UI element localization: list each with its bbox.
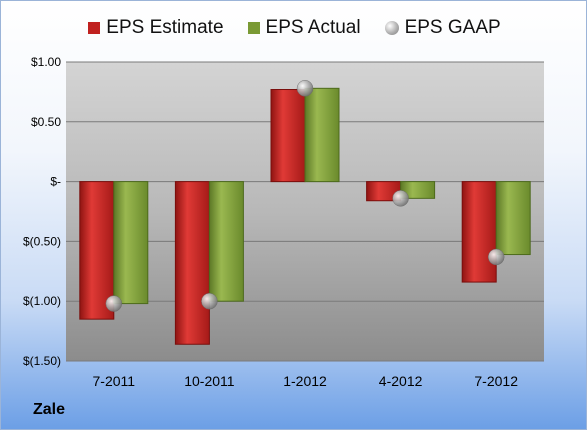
eps-estimate-bar xyxy=(270,89,306,183)
y-tick-label: $(1.00) xyxy=(23,294,61,308)
legend-item-actual: EPS Actual xyxy=(247,17,361,39)
y-tick-label: $1.00 xyxy=(31,55,61,69)
x-category-label: 7-2012 xyxy=(474,373,518,389)
eps-actual-bar xyxy=(400,181,436,199)
legend-marker-gaap xyxy=(384,21,399,35)
eps-actual-bar xyxy=(304,87,340,183)
company-name: Zale xyxy=(33,401,66,418)
legend-label-actual: EPS Actual xyxy=(265,17,361,38)
eps-actual-bar xyxy=(495,181,531,256)
x-category-label: 4-2012 xyxy=(379,373,423,389)
legend-item-gaap: EPS GAAP xyxy=(384,17,501,39)
y-tick-label: $0.50 xyxy=(31,115,61,129)
eps-gaap-marker xyxy=(105,295,123,312)
eps-estimate-bar xyxy=(461,181,497,283)
y-tick-label: $(0.50) xyxy=(23,234,61,248)
eps-actual-bar xyxy=(208,181,244,302)
legend-swatch-actual xyxy=(247,22,260,34)
legend-label-estimate: EPS Estimate xyxy=(106,17,224,38)
x-category-label: 1-2012 xyxy=(283,373,327,389)
x-category-label: 7-2011 xyxy=(93,373,136,389)
y-tick-label: $- xyxy=(50,175,61,189)
eps-estimate-bar xyxy=(174,181,210,345)
eps-gaap-marker xyxy=(487,248,505,266)
eps-actual-bar xyxy=(113,181,149,305)
eps-gaap-marker xyxy=(392,190,409,207)
legend-label-gaap: EPS GAAP xyxy=(404,17,501,38)
x-category-label: 10-2011 xyxy=(184,373,235,389)
eps-gaap-marker xyxy=(296,80,314,97)
legend-swatch-estimate xyxy=(88,22,101,34)
eps-estimate-bar xyxy=(79,181,115,320)
legend-item-estimate: EPS Estimate xyxy=(88,17,224,39)
chart-legend: EPS Estimate EPS Actual EPS GAAP xyxy=(1,17,586,39)
eps-gaap-marker xyxy=(201,292,218,310)
y-tick-label: $(1.50) xyxy=(23,354,61,368)
